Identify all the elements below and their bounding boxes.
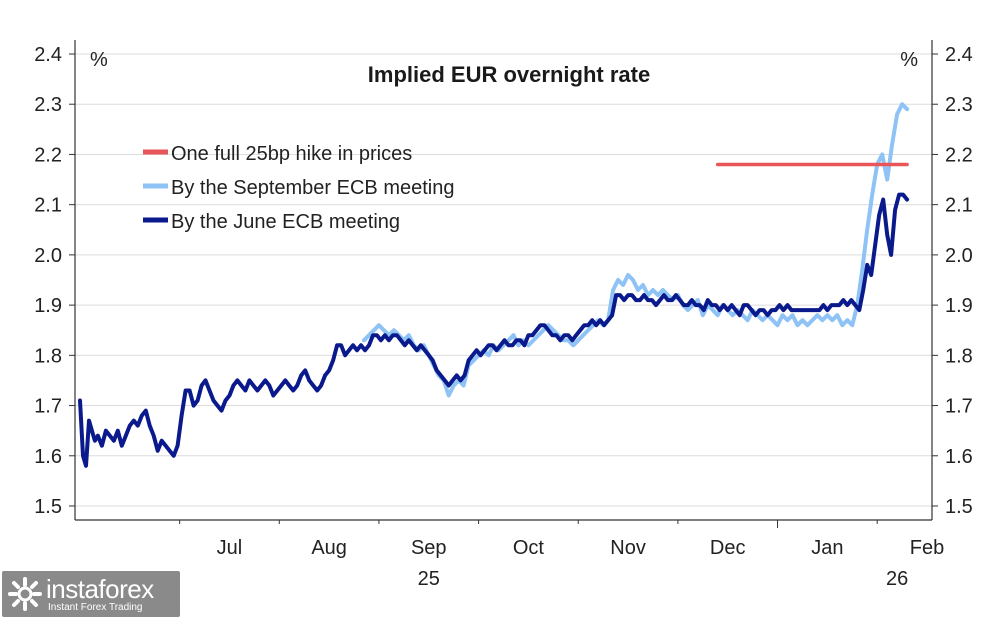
right-tick-label: 2.2 [945, 144, 973, 166]
instaforex-logo-icon [8, 577, 42, 611]
x-axis-ticks: Jul Aug Sep Oct Nov Dec Jan Feb 25 26 [179, 520, 944, 590]
x-tick-label: Feb [910, 537, 944, 559]
right-tick-label: 1.9 [945, 295, 973, 317]
left-tick-label: 2.4 [34, 44, 62, 66]
series-line-june [78, 192, 910, 468]
left-unit-label: % [90, 49, 108, 71]
right-tick-label: 2.3 [945, 94, 973, 116]
x-tick-label: Jan [811, 537, 843, 559]
series-layer [78, 102, 910, 468]
left-tick-label: 2.2 [34, 144, 62, 166]
right-tick-label: 1.5 [945, 496, 973, 518]
right-tick-label: 2.1 [945, 195, 973, 217]
x-tick-label: Oct [513, 537, 545, 559]
legend-label-september: By the September ECB meeting [171, 177, 454, 199]
left-tick-label: 1.5 [34, 496, 62, 518]
right-unit-label: % [900, 49, 918, 71]
x-year-label: 25 [418, 568, 440, 590]
right-axis-ticks: 1.5 1.6 1.7 1.8 1.9 2.0 2.1 2.2 2.3 2.4 [932, 44, 973, 518]
left-tick-label: 2.0 [34, 245, 62, 267]
left-tick-label: 2.1 [34, 195, 62, 217]
legend-label-hike: One full 25bp hike in prices [171, 143, 412, 165]
right-tick-label: 1.8 [945, 345, 973, 367]
right-tick-label: 1.7 [945, 396, 973, 418]
series-line-september [362, 102, 910, 398]
left-tick-label: 1.7 [34, 396, 62, 418]
x-tick-label: Dec [710, 537, 746, 559]
left-tick-label: 2.3 [34, 94, 62, 116]
right-tick-label: 2.4 [945, 44, 973, 66]
watermark-tagline: Instant Forex Trading [48, 602, 143, 613]
gridlines [75, 53, 932, 507]
left-axis-ticks: 1.5 1.6 1.7 1.8 1.9 2.0 2.1 2.2 2.3 2.4 [34, 44, 75, 518]
x-year-label: 26 [886, 568, 908, 590]
chart-title: Implied EUR overnight rate [368, 62, 650, 87]
x-tick-label: Nov [610, 537, 646, 559]
left-tick-label: 1.6 [34, 446, 62, 468]
left-tick-label: 1.9 [34, 295, 62, 317]
instaforex-watermark: instaforex Instant Forex Trading [2, 571, 180, 617]
legend: One full 25bp hike in prices By the Sept… [143, 143, 454, 233]
right-tick-label: 1.6 [945, 446, 973, 468]
right-tick-label: 2.0 [945, 245, 973, 267]
legend-label-june: By the June ECB meeting [171, 211, 400, 233]
watermark-brand: instaforex [46, 574, 154, 604]
x-tick-label: Sep [411, 537, 447, 559]
x-tick-label: Aug [311, 537, 347, 559]
left-tick-label: 1.8 [34, 345, 62, 367]
x-tick-label: Jul [217, 537, 243, 559]
